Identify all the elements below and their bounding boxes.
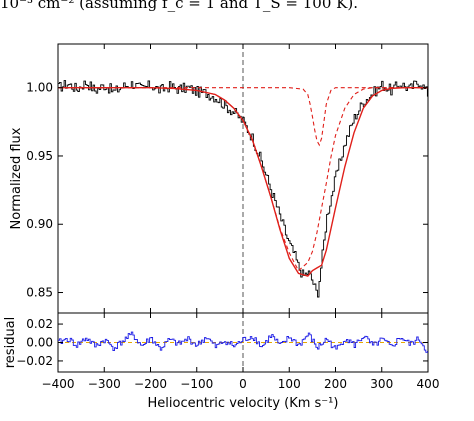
total-fit-line: [58, 87, 428, 277]
bottom-ytick-label: −0.02: [16, 354, 53, 368]
component-broad-line: [58, 87, 428, 272]
bottom-xtick-label: −100: [180, 377, 213, 391]
observed-spectrum-line: [58, 80, 428, 298]
bottom-xtick-label: −200: [134, 377, 167, 391]
bottom-xtick-label: 0: [239, 377, 247, 391]
bottom-xtick-label: 300: [370, 377, 393, 391]
bottom-xlabel: Heliocentric velocity (Km s⁻¹): [148, 396, 339, 411]
bottom-ylabel: residual: [3, 317, 18, 369]
top-ylabel: Normalized flux: [9, 127, 24, 229]
top-ytick-label: 1.00: [26, 81, 53, 95]
top-ytick-label: 0.85: [26, 286, 53, 300]
bottom-plot-area: [58, 331, 428, 353]
bottom-ytick-label: 0.00: [26, 336, 53, 350]
top-plot-area: [58, 80, 428, 298]
component-narrow-line: [58, 87, 428, 147]
bottom-xtick-label: −400: [42, 377, 75, 391]
bottom-ytick-label: 0.02: [26, 317, 53, 331]
bottom-xtick-label: 200: [324, 377, 347, 391]
caption-fragment: 10⁻³ cm⁻² (assuming f_c = 1 and T_S = 10…: [0, 0, 358, 12]
top-ytick-label: 0.90: [26, 217, 53, 231]
bottom-xtick-label: 100: [278, 377, 301, 391]
bottom-xtick-label: 400: [417, 377, 440, 391]
top-ytick-label: 0.95: [26, 149, 53, 163]
residual-line: [58, 331, 428, 353]
bottom-xtick-label: −300: [88, 377, 121, 391]
